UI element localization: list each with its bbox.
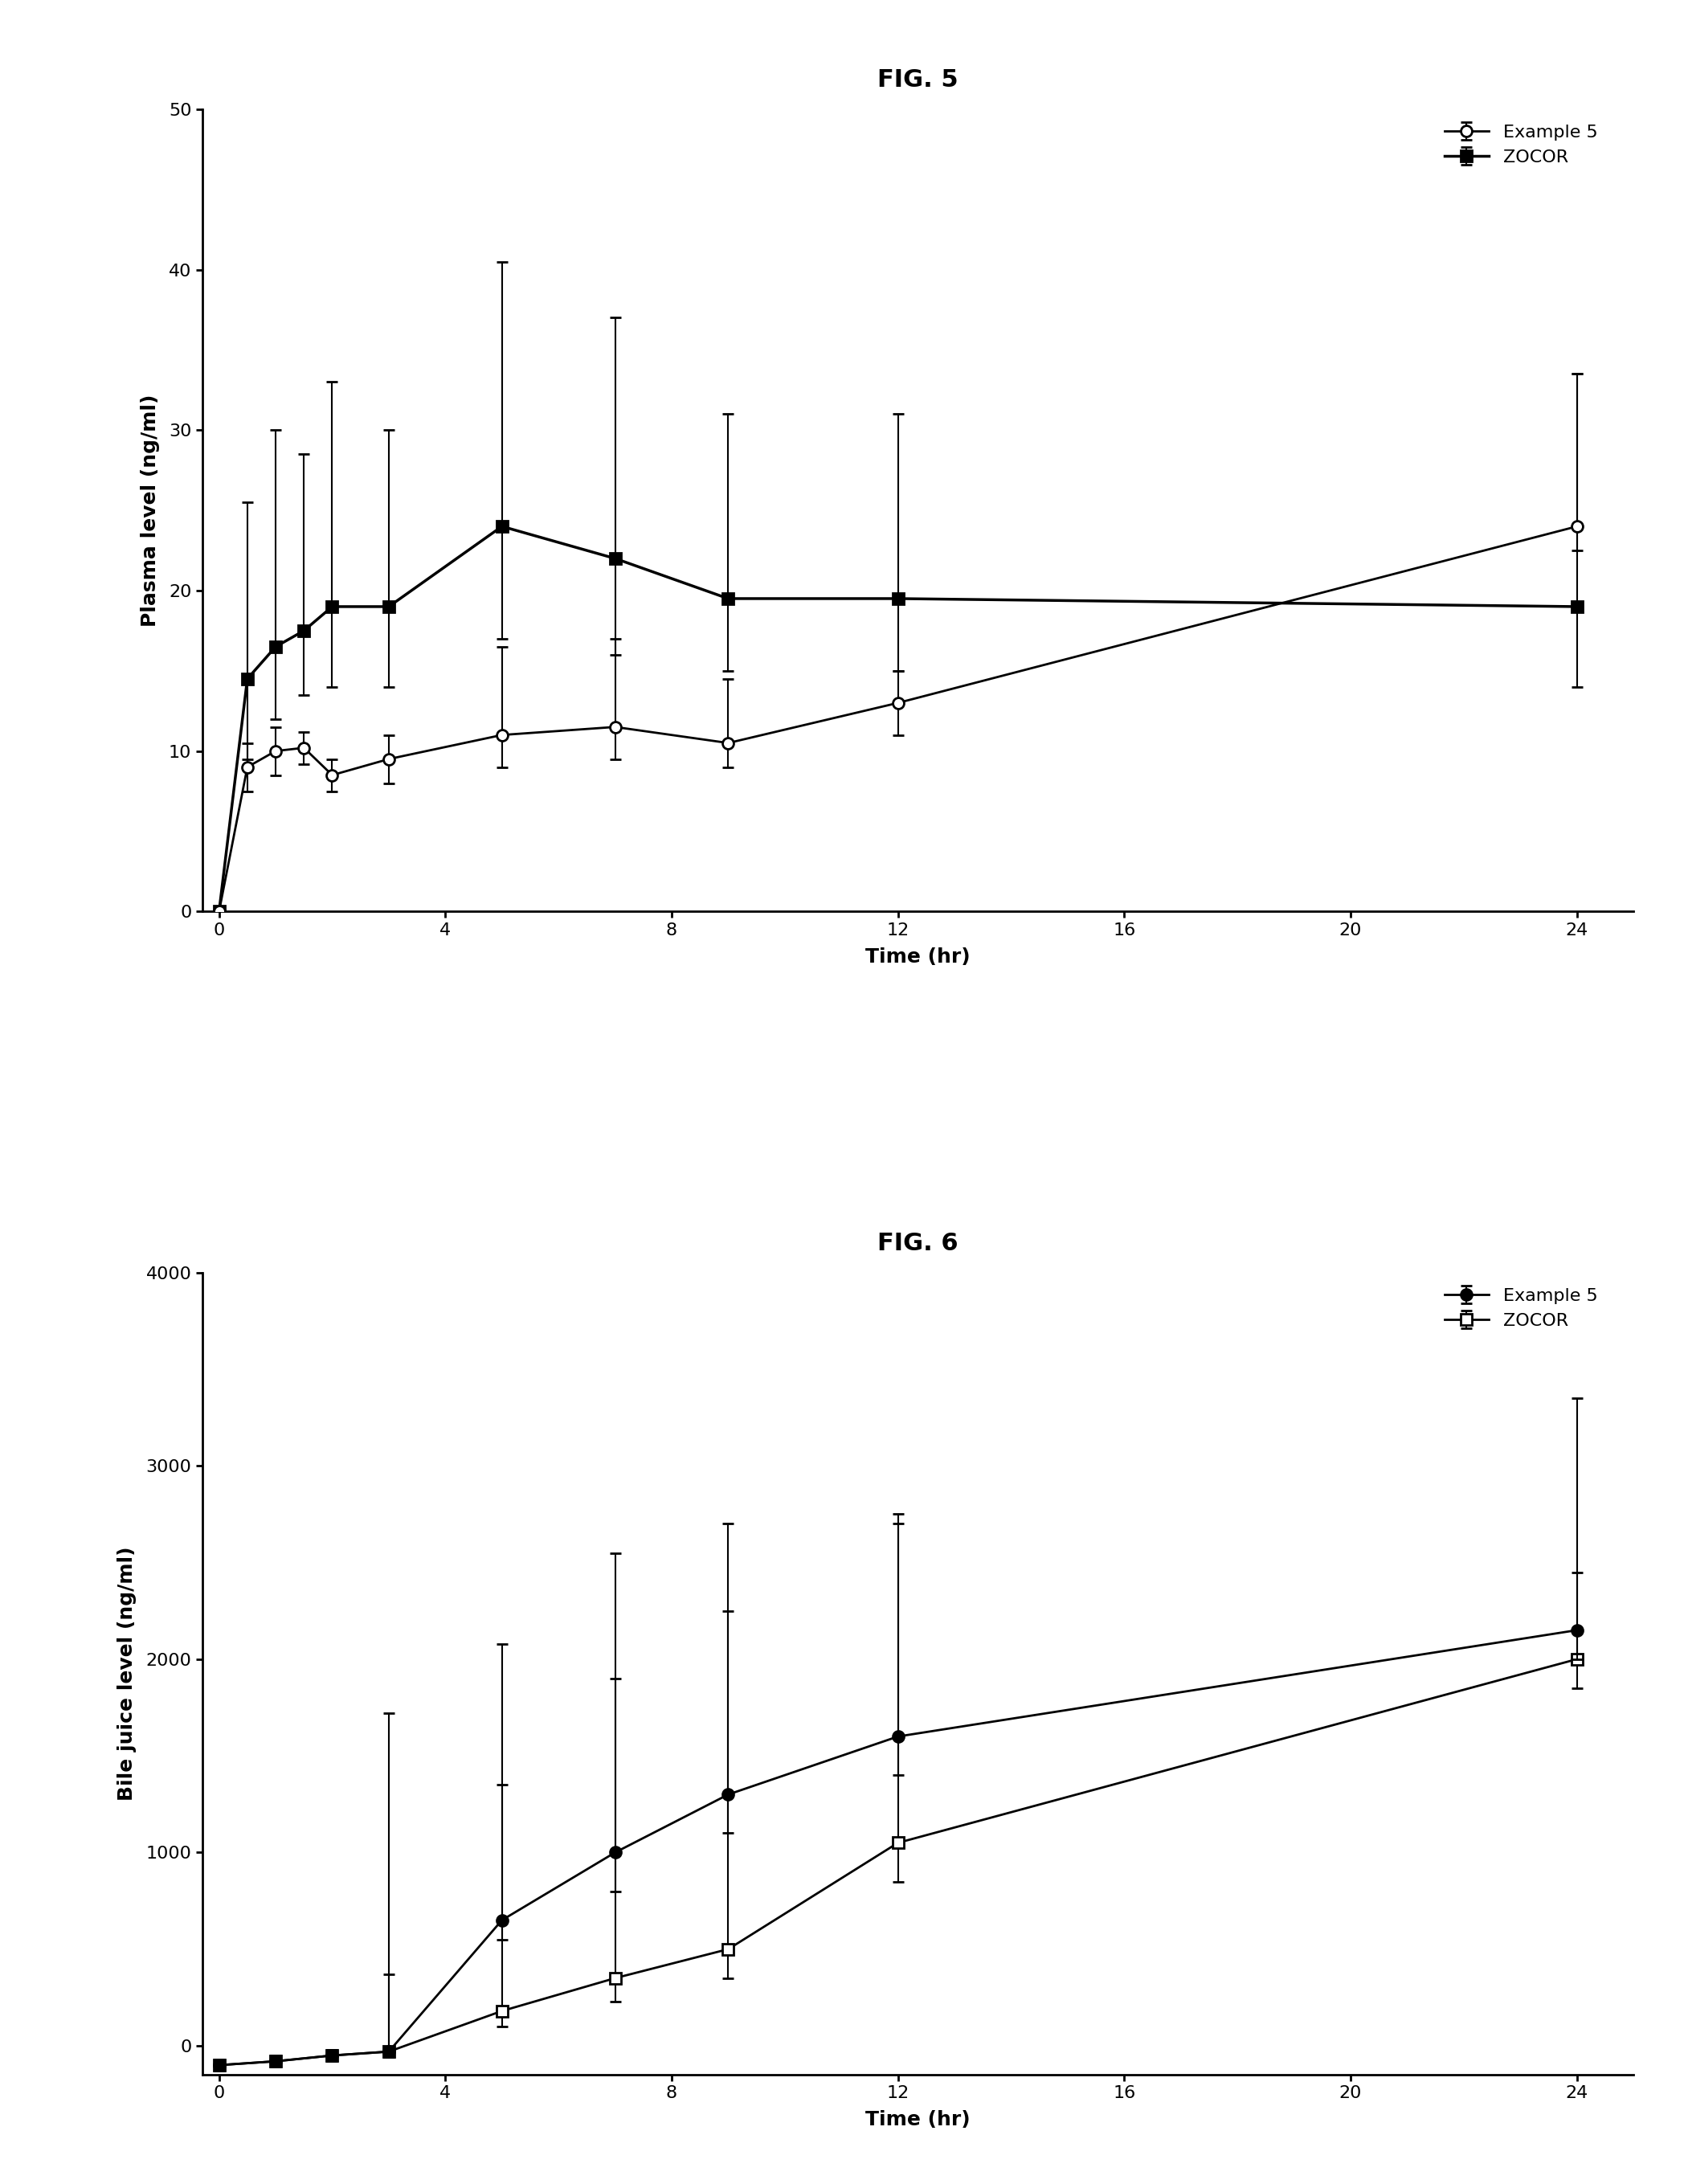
X-axis label: Time (hr): Time (hr)	[866, 948, 970, 965]
Y-axis label: Bile juice level (ng/ml): Bile juice level (ng/ml)	[118, 1546, 136, 1802]
X-axis label: Time (hr): Time (hr)	[866, 2110, 970, 2129]
Legend: Example 5, ZOCOR: Example 5, ZOCOR	[1436, 1280, 1605, 1337]
Legend: Example 5, ZOCOR: Example 5, ZOCOR	[1436, 118, 1605, 173]
Title: FIG. 6: FIG. 6	[877, 1232, 958, 1256]
Y-axis label: Plasma level (ng/ml): Plasma level (ng/ml)	[140, 393, 160, 627]
Title: FIG. 5: FIG. 5	[877, 68, 958, 92]
